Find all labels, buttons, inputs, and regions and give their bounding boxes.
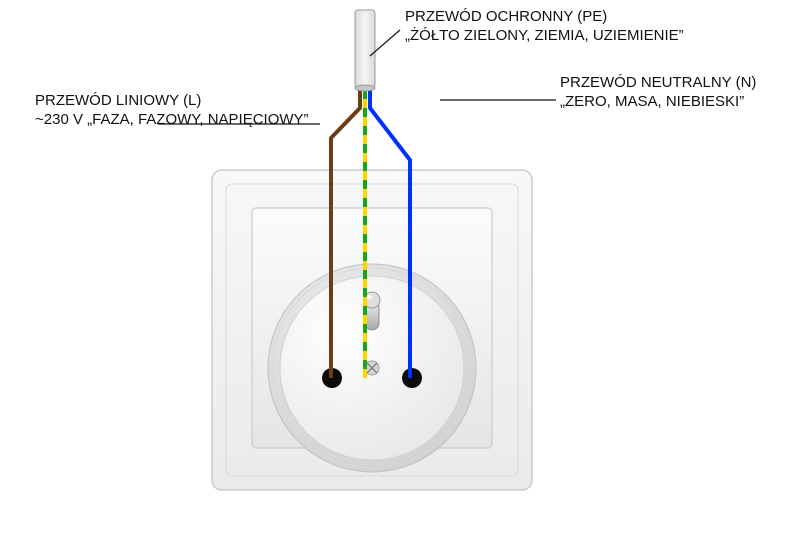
stage: { "canvas": { "width": 800, "height": 55… — [0, 0, 800, 550]
label-neutral-title: PRZEWÓD NEUTRALNY (N) — [560, 74, 756, 93]
cable-sheath — [355, 10, 375, 88]
label-line-desc: ~230 V „FAZA, FAZOWY, NAPIĘCIOWY” — [35, 111, 309, 130]
label-pe-wire: PRZEWÓD OCHRONNY (PE) „ŻÓŁTO ZIELONY, ZI… — [405, 8, 684, 46]
label-pe-title: PRZEWÓD OCHRONNY (PE) — [405, 8, 684, 27]
label-line-wire: PRZEWÓD LINIOWY (L) ~230 V „FAZA, FAZOWY… — [35, 92, 309, 130]
label-pe-desc: „ŻÓŁTO ZIELONY, ZIEMIA, UZIEMIENIE” — [405, 27, 684, 46]
label-neutral-wire: PRZEWÓD NEUTRALNY (N) „ZERO, MASA, NIEBI… — [560, 74, 756, 112]
label-line-title: PRZEWÓD LINIOWY (L) — [35, 92, 309, 111]
label-neutral-desc: „ZERO, MASA, NIEBIESKI” — [560, 93, 756, 112]
cable-sheath-end — [355, 85, 375, 91]
